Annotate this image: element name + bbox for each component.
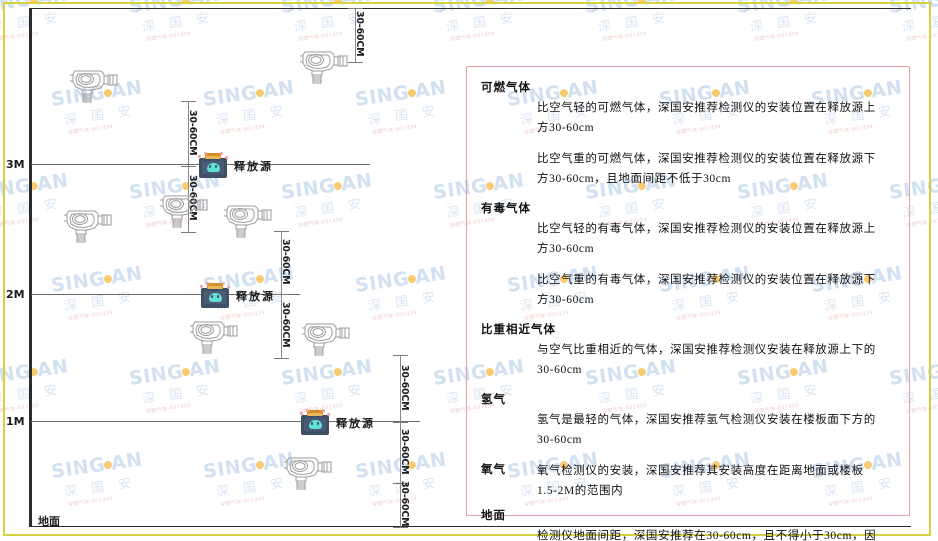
panel-paragraph: 比空气重的可燃气体，深国安推荐检测仪的安装位置在释放源下方30-60cm，且地面… bbox=[537, 153, 876, 185]
panel-section-body: 检测仪地面间距，深国安推荐在30-60cm，且不得小于30cm，因为过低容易水浸… bbox=[537, 526, 899, 541]
spark-icon bbox=[322, 409, 325, 412]
panel-section: 氢气氢气是最轻的气体，深国安推荐氢气检测仪安装在楼板面下方的30-60cm bbox=[481, 391, 899, 450]
level-line bbox=[31, 294, 300, 295]
panel-section-body: 比空气轻的有毒气体，深国安推荐检测仪的安装位置在释放源上方30-60cm 比空气重… bbox=[537, 219, 899, 310]
gas-detector-icon bbox=[190, 321, 238, 354]
spark-icon bbox=[206, 282, 209, 285]
release-source-face bbox=[309, 420, 322, 429]
dimension-label: 30-60CM bbox=[187, 109, 198, 155]
dimension-tick bbox=[274, 358, 289, 359]
level-label-2m: 2M bbox=[6, 288, 25, 301]
release-source-cap bbox=[207, 283, 223, 289]
release-source-cap bbox=[307, 410, 323, 416]
dimension-tick bbox=[181, 232, 196, 233]
panel-section-title: 地面 bbox=[481, 510, 506, 522]
panel-section-title: 可燃气体 bbox=[481, 82, 531, 94]
dimension-tick bbox=[393, 422, 408, 423]
level-label-1m: 1M bbox=[6, 415, 25, 428]
gas-detector-icon bbox=[300, 51, 348, 84]
panel-section: 比重相近气体与空气比重相近的气体，深国安推荐检测仪安装在释放源上下的30-60c… bbox=[481, 321, 899, 380]
panel-section-title: 氧气 bbox=[481, 464, 506, 476]
dimension-label: 30-60CM bbox=[280, 238, 291, 284]
dimension-label: 30-60CM bbox=[399, 481, 410, 527]
release-source-icon bbox=[200, 282, 230, 308]
gas-detector bbox=[300, 318, 352, 358]
dimension-line bbox=[400, 355, 401, 527]
recommendation-panel: 可燃气体 比空气轻的可燃气体，深国安推荐检测仪的安装位置在释放源上方30-60cm… bbox=[466, 66, 910, 541]
release-source-icon bbox=[300, 409, 330, 435]
dimension-tick bbox=[348, 62, 363, 63]
panel-section-body: 氧气检测仪的安装，深国安推荐其安装高度在距离地面或楼板1.5-2M的范围内 bbox=[537, 461, 899, 501]
gas-detector bbox=[158, 190, 210, 230]
gas-detector-icon bbox=[224, 205, 272, 238]
panel-section-body: 比空气轻的可燃气体，深国安推荐检测仪的安装位置在释放源上方30-60cm 比空气重… bbox=[537, 98, 899, 189]
gas-detector-icon bbox=[64, 210, 112, 243]
panel-paragraph: 比空气轻的可燃气体，深国安推荐检测仪的安装位置在释放源上方30-60cm bbox=[537, 102, 876, 134]
dimension-tick bbox=[348, 8, 363, 9]
gas-detector-icon bbox=[302, 323, 350, 356]
panel-section: 可燃气体 比空气轻的可燃气体，深国安推荐检测仪的安装位置在释放源上方30-60cm… bbox=[481, 79, 899, 189]
vertical-axis bbox=[29, 8, 32, 527]
dimension-label: 30-60CM bbox=[399, 428, 410, 474]
release-source-face bbox=[209, 293, 222, 302]
release-source-cap bbox=[205, 153, 221, 159]
spark-icon bbox=[225, 156, 228, 159]
panel-section-body: 与空气比重相近的气体，深国安推荐检测仪安装在释放源上下的30-60cm bbox=[537, 340, 899, 380]
panel-paragraph: 与空气比重相近的气体，深国安推荐检测仪安装在释放源上下的30-60cm bbox=[537, 344, 876, 376]
outer-border bbox=[3, 2, 931, 536]
spark-icon bbox=[198, 155, 201, 158]
release-source-icon bbox=[198, 152, 228, 178]
spark-icon bbox=[306, 409, 309, 412]
release-source-label: 释放源 bbox=[234, 161, 273, 173]
panel-paragraph: 比空气重的有毒气体，深国安推荐检测仪的安装位置在释放源下方30-60cm bbox=[537, 274, 876, 306]
spark-icon bbox=[300, 412, 303, 415]
dimension-tick bbox=[393, 527, 408, 528]
panel-paragraph: 比空气轻的有毒气体，深国安推荐检测仪的安装位置在释放源上方30-60cm bbox=[537, 223, 876, 255]
gas-detector-icon bbox=[284, 457, 332, 490]
gas-detector bbox=[188, 316, 240, 356]
dimension-label: 30-60CM bbox=[280, 302, 291, 348]
dimension-tick bbox=[393, 483, 408, 484]
release-source-face bbox=[207, 163, 220, 172]
level-label-3m: 3M bbox=[6, 158, 25, 171]
level-line bbox=[31, 421, 420, 422]
release-source-label: 释放源 bbox=[236, 291, 275, 303]
dimension-tick bbox=[181, 166, 196, 167]
panel-section-title: 氢气 bbox=[481, 394, 506, 406]
panel-section-title: 比重相近气体 bbox=[481, 324, 556, 336]
gas-detector-icon bbox=[160, 195, 208, 228]
ground-label: 地面 bbox=[38, 516, 60, 528]
spark-icon bbox=[222, 282, 225, 285]
dimension-tick bbox=[274, 294, 289, 295]
release-source-label: 释放源 bbox=[336, 418, 375, 430]
dimension-label: 30-60CM bbox=[354, 11, 365, 57]
spark-icon bbox=[227, 286, 230, 289]
panel-section: 地面检测仪地面间距，深国安推荐在30-60cm，且不得小于30cm，因为过低容易… bbox=[481, 507, 899, 541]
panel-paragraph: 氧气检测仪的安装，深国安推荐其安装高度在距离地面或楼板1.5-2M的范围内 bbox=[537, 465, 864, 497]
panel-section-title: 有毒气体 bbox=[481, 203, 531, 215]
gas-detector-icon bbox=[70, 70, 118, 103]
panel-section: 氧气 氧气检测仪的安装，深国安推荐其安装高度在距离地面或楼板1.5-2M的范围内 bbox=[481, 461, 899, 501]
spark-icon bbox=[204, 152, 207, 155]
spark-icon bbox=[327, 413, 330, 416]
panel-section-body: 氢气是最轻的气体，深国安推荐氢气检测仪安装在楼板面下方的30-60cm bbox=[537, 410, 899, 450]
panel-section: 有毒气体 比空气轻的有毒气体，深国安推荐检测仪的安装位置在释放源上方30-60cm… bbox=[481, 200, 899, 310]
dimension-tick bbox=[274, 231, 289, 232]
gas-detector bbox=[62, 205, 114, 245]
gas-detector bbox=[68, 65, 120, 105]
dimension-tick bbox=[181, 101, 196, 102]
dimension-tick bbox=[393, 355, 408, 356]
spark-icon bbox=[220, 152, 223, 155]
spark-icon bbox=[200, 285, 203, 288]
gas-detector bbox=[222, 200, 274, 240]
panel-paragraph: 检测仪地面间距，深国安推荐在30-60cm，且不得小于30cm，因为过低容易水浸… bbox=[537, 530, 877, 541]
gas-detector bbox=[282, 452, 334, 492]
dimension-line bbox=[355, 8, 356, 62]
panel-paragraph: 氢气是最轻的气体，深国安推荐氢气检测仪安装在楼板面下方的30-60cm bbox=[537, 414, 876, 446]
gas-detector bbox=[298, 46, 350, 86]
dimension-label: 30-60CM bbox=[399, 364, 410, 410]
